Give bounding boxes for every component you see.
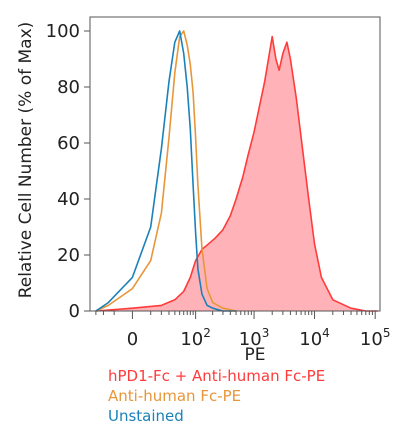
y-tick-label: 20 <box>57 245 80 266</box>
legend-item-anti-human-fc-pe: Anti-human Fc-PE <box>108 387 242 405</box>
x-tick-label: 104 <box>299 326 330 350</box>
y-tick-label: 100 <box>46 21 80 42</box>
x-tick-exponent: 3 <box>262 326 270 340</box>
x-tick-exponent: 5 <box>383 326 391 340</box>
y-tick-label: 60 <box>57 133 80 154</box>
y-tick-label: 0 <box>69 301 80 322</box>
x-tick-label: 102 <box>180 326 211 350</box>
x-tick-label: 105 <box>360 326 391 350</box>
legend: hPD1-Fc + Anti-human Fc-PE Anti-human Fc… <box>108 366 325 426</box>
series-line-anti-human-fc-pe <box>95 30 237 312</box>
legend-item-hpd1-fc: hPD1-Fc + Anti-human Fc-PE <box>108 367 326 385</box>
y-tick-label: 40 <box>57 189 80 210</box>
series-area-hpd1-fc-anti-human-fc-pe <box>95 36 378 311</box>
y-axis-title: Relative Cell Number (% of Max) <box>16 22 36 299</box>
series-line-unstained <box>95 30 237 312</box>
y-tick-label: 80 <box>57 77 80 98</box>
x-tick-label: 0 <box>127 329 138 350</box>
legend-item-unstained: Unstained <box>108 407 184 425</box>
series-line-hpd1-fc-anti-human-fc-pe <box>95 35 378 312</box>
x-tick-exponent: 2 <box>203 326 211 340</box>
plot-frame <box>89 16 381 312</box>
x-tick-exponent: 4 <box>322 326 330 340</box>
x-axis-title: PE <box>245 345 266 365</box>
